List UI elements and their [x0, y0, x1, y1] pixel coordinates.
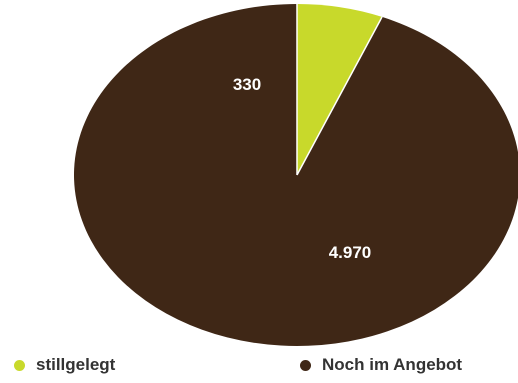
legend: stillgelegt Noch im Angebot	[0, 352, 518, 383]
legend-swatch-stillgelegt	[14, 359, 25, 371]
legend-item-stillgelegt[interactable]: stillgelegt	[14, 352, 115, 378]
legend-swatch-noch-im-angebot	[300, 359, 311, 371]
legend-item-noch-im-angebot[interactable]: Noch im Angebot	[300, 352, 462, 378]
data-label-noch-im-angebot: 4.970	[329, 243, 372, 262]
pie-slice-stillgelegt[interactable]	[297, 4, 383, 175]
legend-label-stillgelegt: stillgelegt	[36, 355, 116, 374]
legend-label-noch-im-angebot: Noch im Angebot	[322, 355, 463, 374]
slice-divider	[296, 16, 383, 176]
data-label-stillgelegt: 330	[233, 75, 261, 94]
pie-slice-noch-im-angebot[interactable]	[74, 4, 518, 346]
